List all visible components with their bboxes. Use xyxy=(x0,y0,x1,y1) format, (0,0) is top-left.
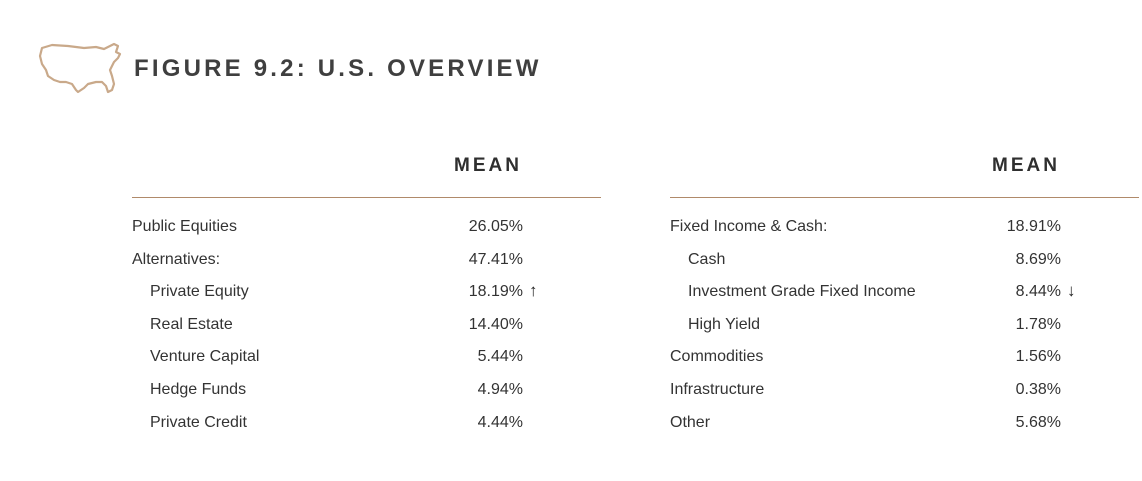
table-row: Public Equities 26.05% xyxy=(132,216,601,249)
usa-map-outline-icon xyxy=(38,40,124,96)
row-label: Infrastructure xyxy=(670,380,765,398)
row-value: 1.78% xyxy=(1015,315,1061,333)
row-value: 1.56% xyxy=(1015,348,1061,366)
row-value: 0.38% xyxy=(1015,380,1061,398)
table-row: Venture Capital 5.44% xyxy=(132,346,601,379)
table-row: Infrastructure 0.38% xyxy=(670,379,1139,412)
row-value: 4.94% xyxy=(477,380,523,398)
table-row: Private Equity 18.19% ↑ xyxy=(132,281,601,314)
table-row: Cash 8.69% xyxy=(670,249,1139,282)
row-label: Cash xyxy=(688,250,726,268)
row-label: Private Credit xyxy=(150,413,247,431)
allocation-list: Public Equities 26.05% Alternatives: 47.41%… xyxy=(132,216,601,444)
arrow-down-icon: ↓ xyxy=(1067,281,1076,301)
row-value: 8.44% xyxy=(1015,283,1061,301)
row-value: 26.05% xyxy=(468,218,523,235)
row-label: Private Equity xyxy=(150,283,249,301)
row-label: Fixed Income & Cash: xyxy=(670,218,828,235)
mean-column-header: MEAN xyxy=(992,155,1060,176)
table-row: Fixed Income & Cash: 18.91% xyxy=(670,216,1139,249)
table-row: Hedge Funds 4.94% xyxy=(132,379,601,412)
row-value: 8.69% xyxy=(1015,250,1061,268)
row-value: 47.41% xyxy=(468,250,523,268)
row-value: 4.44% xyxy=(477,413,523,431)
table-row: Private Credit 4.44% xyxy=(132,412,601,445)
row-value: 5.68% xyxy=(1015,413,1061,431)
arrow-up-icon: ↑ xyxy=(529,281,538,301)
table-row: Alternatives: 47.41% xyxy=(132,249,601,282)
row-label: Public Equities xyxy=(132,218,237,235)
row-value: 5.44% xyxy=(477,348,523,366)
row-label: Hedge Funds xyxy=(150,380,247,398)
row-label: Real Estate xyxy=(150,315,233,333)
table-row: Investment Grade Fixed Income 8.44% ↓ xyxy=(670,281,1139,314)
row-value: 14.40% xyxy=(468,315,523,333)
header-divider xyxy=(670,197,1139,198)
row-label: Investment Grade Fixed Income xyxy=(688,283,916,301)
table-row: Other 5.68% xyxy=(670,412,1139,445)
mean-column-header: MEAN xyxy=(454,155,522,176)
header-divider xyxy=(132,197,601,198)
row-label: Commodities xyxy=(670,348,764,366)
row-label: Venture Capital xyxy=(150,348,260,366)
figure-title: FIGURE 9.2: U.S. OVERVIEW xyxy=(134,55,542,82)
row-label: High Yield xyxy=(688,315,761,333)
allocation-list: Fixed Income & Cash: 18.91% Cash 8.69% Inves… xyxy=(670,216,1139,444)
row-label: Other xyxy=(670,413,711,431)
row-label: Alternatives: xyxy=(132,250,221,268)
table-row: Real Estate 14.40% xyxy=(132,314,601,347)
table-row: High Yield 1.78% xyxy=(670,314,1139,347)
table-row: Commodities 1.56% xyxy=(670,346,1139,379)
row-value: 18.19% xyxy=(468,283,523,301)
row-value: 18.91% xyxy=(1006,218,1061,235)
